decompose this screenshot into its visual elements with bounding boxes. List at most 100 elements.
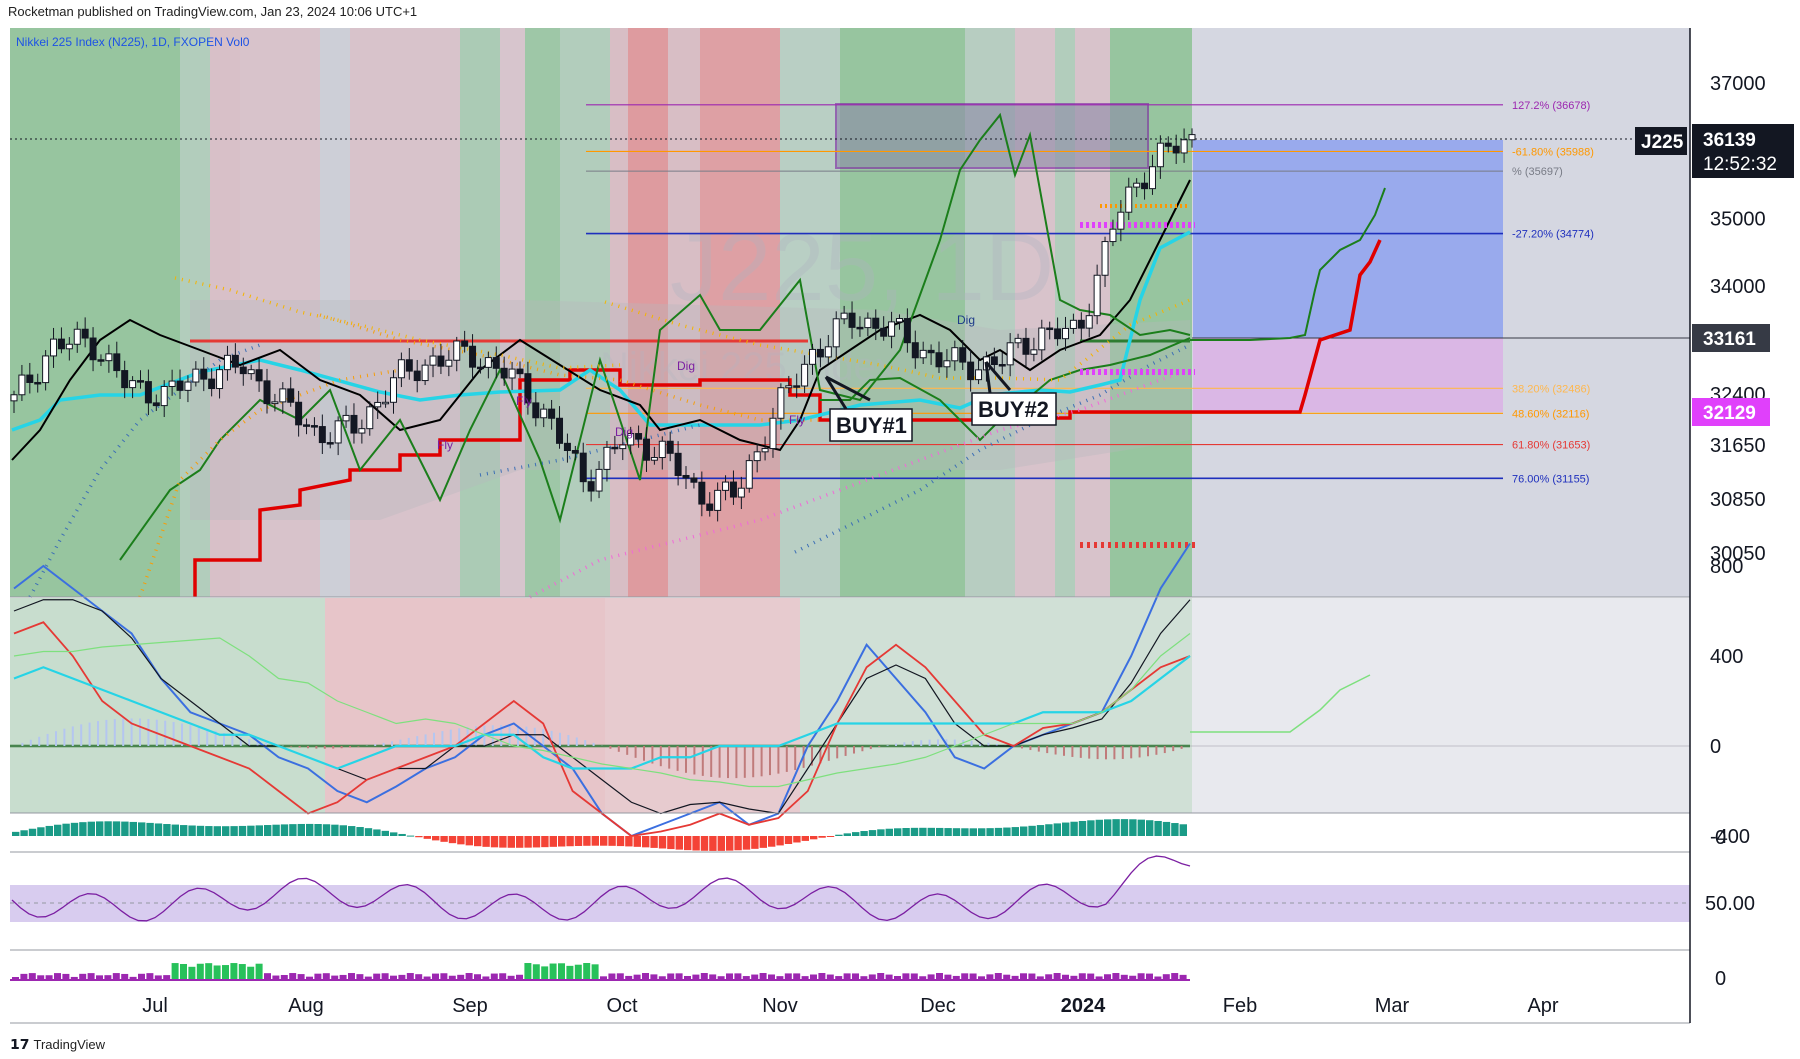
candle-body (216, 369, 224, 390)
tradingview-logo-icon: 𝟭𝟳 (10, 1036, 30, 1052)
candle-body (366, 406, 374, 430)
hist-bar (1104, 819, 1112, 836)
hist-bar (961, 828, 969, 836)
volume-bar (936, 973, 943, 980)
candle-body (658, 440, 666, 459)
hist-bar (196, 825, 205, 836)
volume-bar (894, 976, 901, 980)
candle-body (840, 312, 848, 320)
hist-bar (650, 836, 658, 848)
signal-zone (210, 28, 240, 597)
volume-bar (1062, 974, 1069, 980)
price-axis[interactable] (1690, 28, 1800, 1023)
rsi-tick-label: 50.00 (1705, 893, 1755, 915)
volume-bar (406, 973, 414, 980)
candle-body (89, 337, 97, 361)
candle-body (405, 359, 413, 372)
hist-bar (667, 836, 675, 850)
candle-body (571, 450, 579, 454)
candle-body (753, 451, 761, 462)
candle-body (223, 354, 231, 371)
hist-bar (322, 824, 331, 836)
x-tick-label: Nov (762, 995, 798, 1017)
volume-bar (1137, 973, 1145, 980)
hist-bar (213, 826, 221, 836)
volume-bar (432, 973, 439, 980)
volume-bar (667, 973, 675, 980)
time-axis[interactable] (10, 1024, 1690, 1025)
candle-body (959, 347, 967, 363)
candle-body (872, 317, 880, 329)
hist-bar (625, 836, 633, 847)
candle-body (469, 345, 477, 368)
hist-bar (423, 836, 431, 839)
candle-body (1101, 241, 1109, 276)
hist-bar (810, 836, 818, 840)
volume-bar (692, 974, 700, 980)
signal-zone (240, 28, 320, 597)
volume-bar (524, 963, 532, 980)
pink-zone (1193, 338, 1503, 412)
hist-bar (54, 824, 62, 836)
volume-bar (516, 974, 523, 980)
candle-body (556, 417, 564, 444)
signal-line (13, 599, 1191, 815)
footer: 𝟭𝟳 TradingView (10, 1036, 105, 1053)
hist-bar (222, 826, 230, 836)
candle-body (18, 374, 26, 396)
y-tick-label: 37000 (1710, 73, 1766, 95)
histogram-pane (12, 819, 1187, 851)
hist-bar (1146, 820, 1154, 836)
volume-bar (448, 975, 456, 980)
hist-bar (532, 836, 541, 848)
candle-body (287, 388, 295, 403)
candle-body (729, 481, 737, 498)
candle-body (192, 368, 200, 383)
candle-body (453, 340, 461, 361)
volume-bar (331, 975, 339, 980)
volume-bar (322, 973, 330, 980)
volume-bar (549, 963, 557, 980)
hist-bar (1112, 819, 1120, 836)
volume-bar (255, 963, 263, 980)
symbol-tag: J225 (1635, 127, 1687, 155)
hist-bar (432, 836, 440, 841)
volume-bar (944, 974, 952, 980)
volume-bar (684, 975, 691, 980)
volume-bar (70, 976, 78, 980)
hist-bar (700, 836, 709, 851)
candle-body (769, 417, 777, 450)
hist-bar (784, 836, 793, 844)
hist-bar (692, 836, 700, 851)
level-b-label: 32129 (1703, 403, 1756, 424)
volume-bar (297, 974, 305, 980)
hist-bar (894, 828, 902, 836)
candle-body (532, 402, 540, 419)
volume-bar (129, 976, 137, 980)
candle-body (943, 360, 951, 368)
candle-body (642, 438, 650, 461)
candle-body (516, 368, 524, 375)
hist-bar (280, 824, 289, 836)
volume-bar (1154, 976, 1162, 980)
footer-brand: TradingView (33, 1037, 106, 1052)
candle-body (461, 340, 469, 347)
volume-bar (768, 974, 775, 980)
hist-bar (658, 836, 667, 849)
fib-label: 38.20% (32486) (1512, 383, 1590, 395)
hist-bar (1137, 819, 1145, 836)
volume-bar (390, 975, 397, 980)
volume-bar (465, 973, 473, 980)
buy2-label: BUY#2 (978, 397, 1049, 422)
candle-body (358, 428, 366, 434)
hist-bar (138, 822, 146, 836)
volume-bar (826, 974, 834, 980)
candle-body (524, 373, 532, 404)
candle-body (816, 348, 824, 358)
candle-body (880, 327, 888, 337)
candle-body (295, 401, 303, 426)
hist-bar (390, 832, 398, 836)
volume-bar (264, 973, 271, 980)
candle-body (1156, 142, 1164, 168)
